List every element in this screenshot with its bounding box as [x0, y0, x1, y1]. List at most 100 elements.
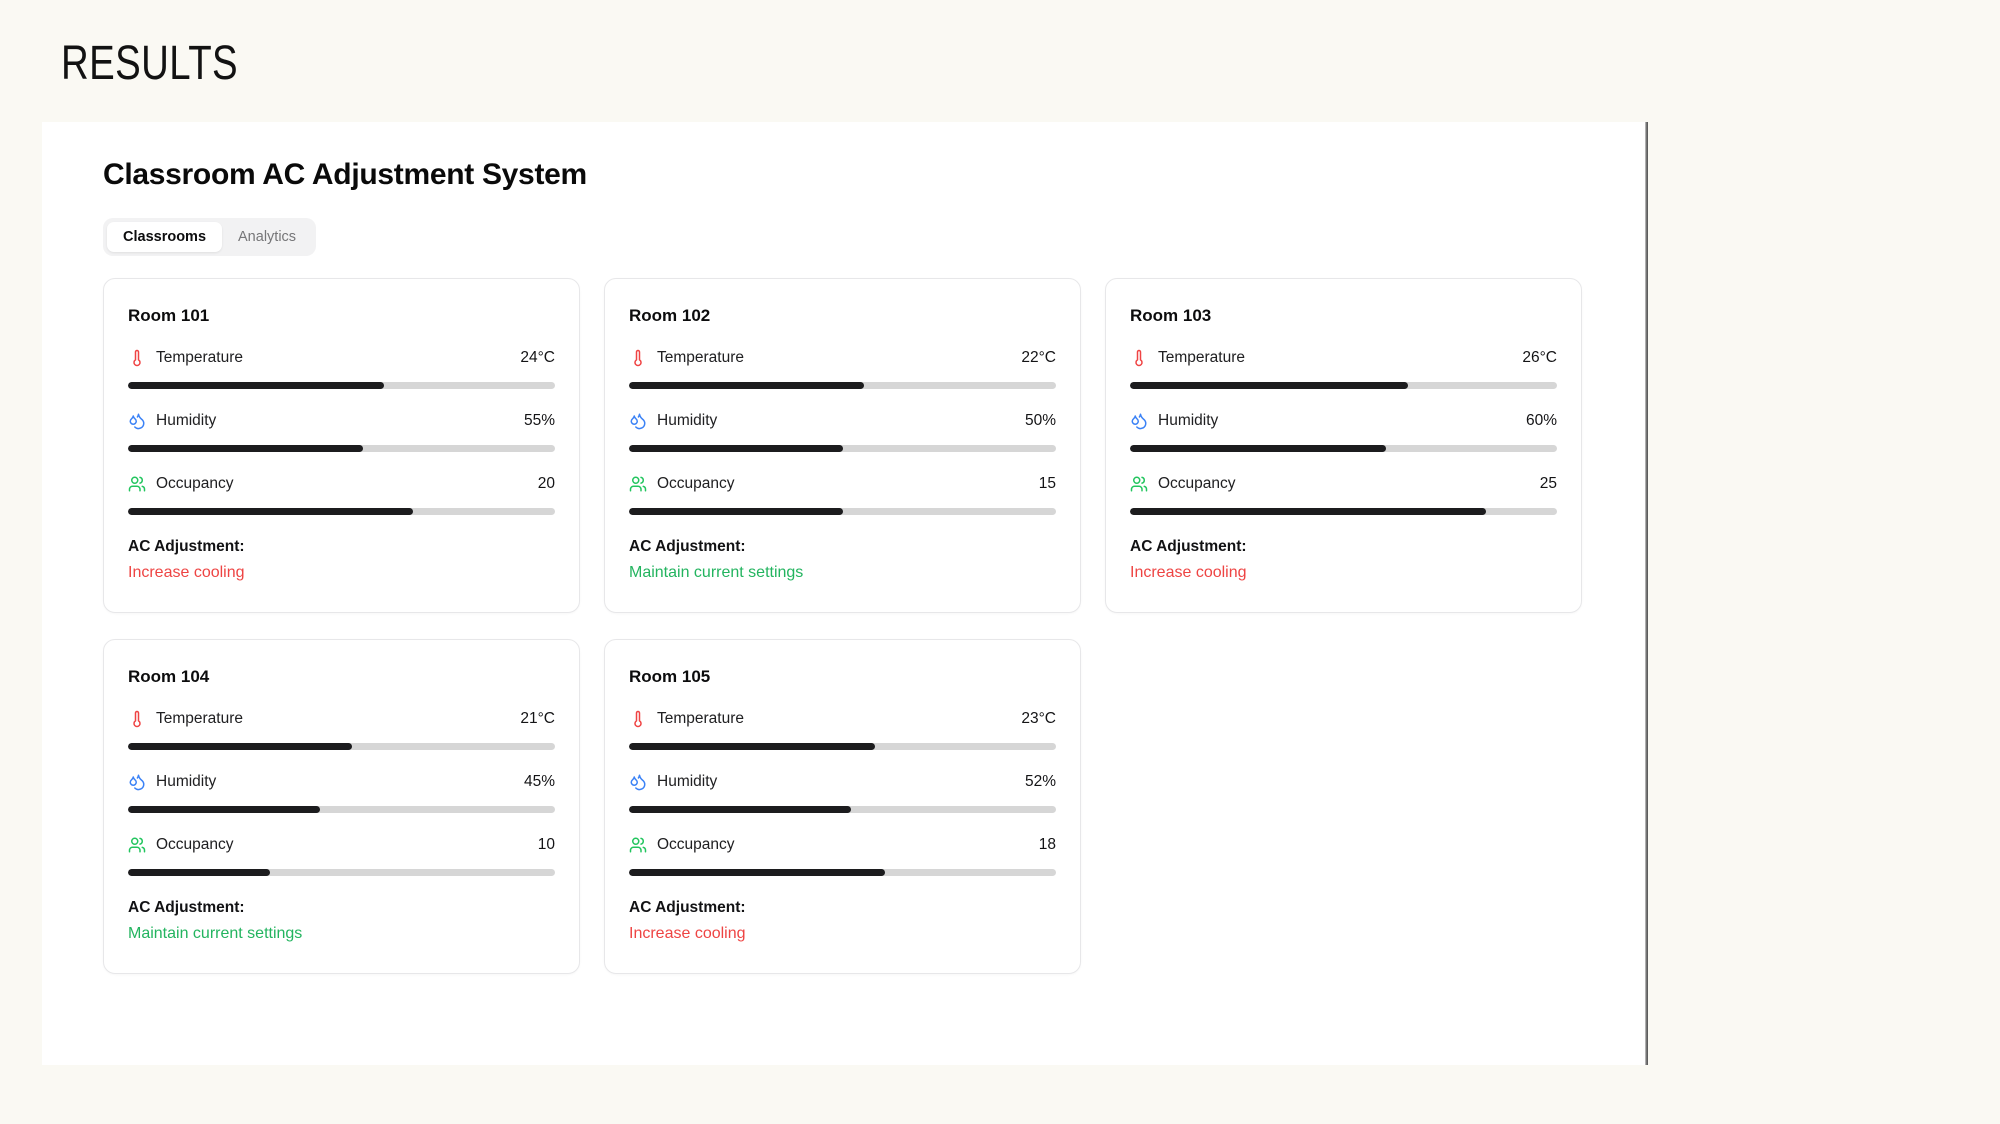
- app-title: Classroom AC Adjustment System: [103, 158, 587, 191]
- temperature-progress-bar: [128, 743, 555, 750]
- occupancy-metric: Occupancy 15: [629, 475, 1056, 515]
- occupancy-metric: Occupancy 10: [128, 836, 555, 876]
- tab-list: Classrooms Analytics: [103, 218, 317, 256]
- room-card: Room 105 Temperature 23°C: [604, 639, 1081, 974]
- humidity-progress-bar: [629, 806, 1056, 813]
- humidity-metric: Humidity 60%: [1130, 412, 1557, 452]
- humidity-progress-bar: [128, 806, 555, 813]
- metric-value: 23°C: [1021, 710, 1056, 727]
- tab-analytics[interactable]: Analytics: [238, 229, 297, 245]
- temperature-metric: Temperature 23°C: [629, 710, 1056, 750]
- metric-value: 10: [537, 836, 555, 853]
- humidity-progress-bar: [128, 445, 555, 452]
- temperature-progress-bar: [629, 382, 1056, 389]
- room-card: Room 102 Temperature 22°C: [604, 278, 1081, 613]
- metric-label: Humidity: [657, 412, 718, 429]
- users-icon: [128, 475, 146, 493]
- progress-bar-fill: [629, 445, 843, 452]
- users-icon: [629, 836, 647, 854]
- progress-bar-fill: [629, 806, 852, 813]
- metric-label: Occupancy: [156, 475, 234, 492]
- temperature-progress-bar: [629, 743, 1056, 750]
- ac-adjustment-label: AC Adjustment:: [629, 538, 746, 555]
- room-title: Room 103: [1130, 306, 1212, 325]
- metric-value: 21°C: [520, 710, 555, 727]
- temperature-metric: Temperature 22°C: [629, 349, 1056, 389]
- ac-adjustment-status: Increase cooling: [629, 925, 746, 942]
- metric-value: 24°C: [520, 349, 555, 366]
- occupancy-metric: Occupancy 18: [629, 836, 1056, 876]
- thermometer-icon: [629, 349, 647, 367]
- temperature-metric: Temperature 26°C: [1130, 349, 1557, 389]
- thermometer-icon: [629, 710, 647, 728]
- droplets-icon: [128, 412, 146, 430]
- temperature-progress-bar: [1130, 382, 1557, 389]
- droplets-icon: [629, 773, 647, 791]
- occupancy-progress-bar: [128, 869, 555, 876]
- users-icon: [629, 475, 647, 493]
- users-icon: [1130, 475, 1148, 493]
- tab-classrooms[interactable]: Classrooms: [107, 222, 223, 252]
- metric-value: 50%: [1024, 412, 1056, 429]
- humidity-metric: Humidity 45%: [128, 773, 555, 813]
- progress-bar-fill: [629, 382, 864, 389]
- thermometer-icon: [1130, 349, 1148, 367]
- ac-adjustment-status: Maintain current settings: [128, 925, 303, 942]
- occupancy-progress-bar: [629, 508, 1056, 515]
- ac-adjustment-status: Increase cooling: [1130, 564, 1247, 581]
- metric-label: Temperature: [657, 710, 745, 727]
- room-card: Room 103 Temperature 26°C: [1105, 278, 1582, 613]
- room-card: Room 104 Temperature 21°C: [103, 639, 580, 974]
- metric-value: 15: [1038, 475, 1056, 492]
- droplets-icon: [1130, 412, 1148, 430]
- ac-adjustment-label: AC Adjustment:: [128, 899, 245, 916]
- room-title: Room 102: [629, 306, 711, 325]
- metric-label: Temperature: [657, 349, 745, 366]
- room-title: Room 105: [629, 667, 711, 686]
- ac-adjustment-label: AC Adjustment:: [128, 538, 245, 555]
- progress-bar-fill: [128, 508, 413, 515]
- temperature-metric: Temperature 21°C: [128, 710, 555, 750]
- metric-value: 52%: [1024, 773, 1056, 790]
- progress-bar-fill: [128, 869, 271, 876]
- droplets-icon: [128, 773, 146, 791]
- metric-label: Occupancy: [657, 836, 735, 853]
- users-icon: [128, 836, 146, 854]
- metric-value: 20: [537, 475, 555, 492]
- metric-value: 55%: [523, 412, 555, 429]
- temperature-metric: Temperature 24°C: [128, 349, 555, 389]
- progress-bar-fill: [128, 806, 321, 813]
- metric-label: Humidity: [657, 773, 718, 790]
- ac-adjustment-status: Increase cooling: [128, 564, 245, 581]
- metric-label: Occupancy: [156, 836, 234, 853]
- metric-label: Occupancy: [1158, 475, 1236, 492]
- metric-label: Temperature: [156, 349, 244, 366]
- humidity-metric: Humidity 52%: [629, 773, 1056, 813]
- progress-bar-fill: [1130, 382, 1408, 389]
- progress-bar-fill: [128, 382, 385, 389]
- progress-bar-fill: [629, 743, 875, 750]
- humidity-metric: Humidity 55%: [128, 412, 555, 452]
- page-heading: RESULTS: [61, 37, 239, 90]
- occupancy-progress-bar: [1130, 508, 1557, 515]
- room-card: Room 101 Temperature 24°C: [103, 278, 580, 613]
- ac-adjustment-status: Maintain current settings: [629, 564, 804, 581]
- humidity-progress-bar: [1130, 445, 1557, 452]
- temperature-progress-bar: [128, 382, 555, 389]
- progress-bar-fill: [128, 743, 353, 750]
- metric-value: 26°C: [1522, 349, 1557, 366]
- metric-label: Temperature: [1158, 349, 1246, 366]
- humidity-progress-bar: [629, 445, 1056, 452]
- metric-value: 60%: [1525, 412, 1557, 429]
- droplets-icon: [629, 412, 647, 430]
- ac-adjustment-label: AC Adjustment:: [629, 899, 746, 916]
- progress-bar-fill: [629, 508, 843, 515]
- progress-bar-fill: [128, 445, 363, 452]
- metric-value: 22°C: [1021, 349, 1056, 366]
- ac-adjustment-label: AC Adjustment:: [1130, 538, 1247, 555]
- thermometer-icon: [128, 710, 146, 728]
- room-title: Room 104: [128, 667, 210, 686]
- metric-label: Humidity: [1158, 412, 1219, 429]
- progress-bar-fill: [1130, 445, 1387, 452]
- metric-label: Occupancy: [657, 475, 735, 492]
